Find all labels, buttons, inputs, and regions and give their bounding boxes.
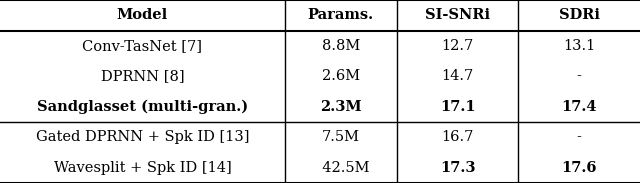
Text: SI-SNRi: SI-SNRi xyxy=(425,8,490,22)
Text: Wavesplit + Spk ID [14]: Wavesplit + Spk ID [14] xyxy=(54,161,231,175)
Text: -: - xyxy=(577,130,582,144)
Text: 2.3M: 2.3M xyxy=(320,100,362,114)
Text: Gated DPRNN + Spk ID [13]: Gated DPRNN + Spk ID [13] xyxy=(36,130,249,144)
Text: 17.4: 17.4 xyxy=(561,100,597,114)
Text: 17.1: 17.1 xyxy=(440,100,476,114)
Text: -: - xyxy=(577,69,582,83)
Text: Conv-TasNet [7]: Conv-TasNet [7] xyxy=(83,39,202,53)
Text: 17.3: 17.3 xyxy=(440,161,476,175)
Text: Model: Model xyxy=(116,8,168,22)
Text: 2.6M: 2.6M xyxy=(322,69,360,83)
Text: 14.7: 14.7 xyxy=(442,69,474,83)
Text: 7.5M: 7.5M xyxy=(322,130,360,144)
Text: 42.5M: 42.5M xyxy=(312,161,369,175)
Text: DPRNN [8]: DPRNN [8] xyxy=(100,69,184,83)
Text: 13.1: 13.1 xyxy=(563,39,595,53)
Text: Sandglasset (multi-gran.): Sandglasset (multi-gran.) xyxy=(37,100,248,114)
Text: 17.6: 17.6 xyxy=(561,161,597,175)
Text: Params.: Params. xyxy=(308,8,374,22)
Text: 12.7: 12.7 xyxy=(442,39,474,53)
Text: 8.8M: 8.8M xyxy=(322,39,360,53)
Text: 16.7: 16.7 xyxy=(442,130,474,144)
Text: SDRi: SDRi xyxy=(559,8,600,22)
